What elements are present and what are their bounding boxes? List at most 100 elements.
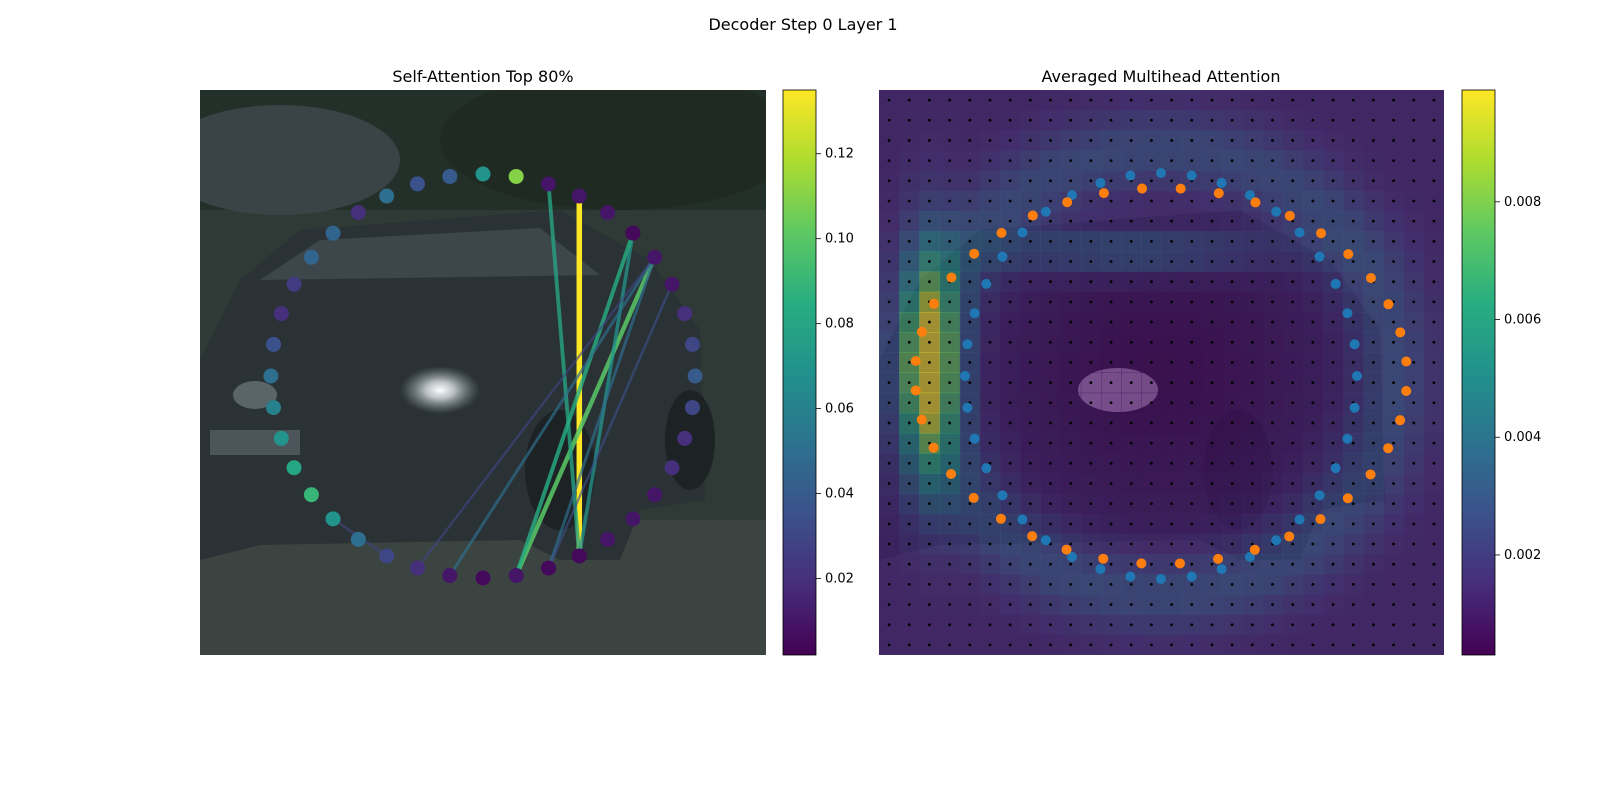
grid-dot — [928, 542, 931, 546]
grid-dot — [1432, 502, 1436, 506]
grid-dot — [1291, 381, 1295, 384]
ring-point — [286, 276, 302, 292]
ring-point — [684, 400, 700, 416]
grid-dot — [1291, 441, 1295, 445]
grid-dot — [1311, 502, 1315, 506]
grid-dot — [1392, 239, 1395, 243]
grid-dot — [1129, 542, 1133, 546]
grid-dot — [1069, 421, 1073, 425]
grid-dot — [1089, 562, 1093, 566]
scatter-point — [1137, 183, 1148, 194]
grid-dot — [1311, 139, 1315, 142]
grid-dot — [1170, 118, 1173, 122]
scatter-point — [1216, 564, 1227, 575]
grid-dot — [1109, 159, 1113, 163]
grid-dot — [1049, 159, 1052, 163]
grid-dot — [1210, 381, 1214, 384]
grid-dot — [1250, 562, 1254, 566]
self-attention-title: Self-Attention Top 80% — [392, 67, 573, 86]
grid-dot — [887, 441, 891, 445]
grid-dot — [1109, 320, 1113, 324]
grid-dot — [1230, 582, 1234, 586]
ring-point — [303, 487, 319, 503]
grid-dot — [1271, 118, 1274, 122]
grid-dot — [1432, 522, 1436, 526]
grid-dot — [1089, 603, 1093, 606]
grid-dot — [1109, 623, 1113, 627]
grid-dot — [1008, 199, 1012, 203]
grid-dot — [907, 219, 911, 223]
grid-dot — [968, 159, 972, 163]
grid-dot — [928, 139, 931, 142]
grid-dot — [1008, 219, 1012, 223]
ring-point — [325, 511, 341, 527]
grid-dot — [948, 361, 952, 364]
grid-dot — [1331, 199, 1335, 203]
grid-dot — [1129, 482, 1133, 485]
grid-dot — [1392, 623, 1395, 627]
grid-dot — [1028, 582, 1032, 586]
grid-dot — [1190, 98, 1194, 102]
grid-dot — [1170, 239, 1173, 243]
grid-dot — [1150, 542, 1153, 546]
grid-dot — [1210, 159, 1214, 163]
grid-dot — [1271, 179, 1274, 183]
grid-dot — [1150, 482, 1153, 485]
grid-dot — [1250, 461, 1254, 465]
grid-dot — [1109, 542, 1113, 546]
grid-dot — [968, 562, 972, 566]
grid-dot — [1250, 502, 1254, 506]
grid-dot — [1129, 361, 1133, 364]
grid-dot — [1230, 643, 1234, 647]
scatter-point — [1271, 206, 1282, 217]
scatter-point — [946, 272, 957, 283]
grid-dot — [1351, 542, 1355, 546]
grid-dot — [1311, 219, 1315, 223]
grid-dot — [1371, 219, 1375, 223]
grid-dot — [988, 401, 992, 405]
grid-dot — [887, 98, 891, 102]
grid-dot — [1311, 381, 1315, 384]
grid-dot — [1069, 179, 1073, 183]
scatter-point — [1186, 170, 1197, 181]
grid-dot — [1291, 340, 1295, 344]
grid-dot — [928, 562, 931, 566]
grid-dot — [1412, 381, 1416, 384]
grid-dot — [928, 340, 931, 344]
grid-dot — [1190, 320, 1194, 324]
grid-dot — [1129, 139, 1133, 142]
grid-dot — [1250, 320, 1254, 324]
grid-dot — [968, 199, 972, 203]
grid-dot — [1069, 219, 1073, 223]
grid-dot — [1291, 461, 1295, 465]
grid-dot — [928, 582, 931, 586]
scatter-point — [910, 355, 921, 366]
grid-dot — [1210, 482, 1214, 485]
colorbar-tick-label: 0.10 — [825, 232, 854, 247]
grid-dot — [968, 502, 972, 506]
grid-dot — [1210, 582, 1214, 586]
grid-dot — [1150, 179, 1153, 183]
grid-dot — [1412, 623, 1416, 627]
ring-point — [475, 570, 491, 586]
grid-dot — [1371, 441, 1375, 445]
scatter-point — [1342, 433, 1353, 444]
grid-dot — [1028, 421, 1032, 425]
scatter-point — [997, 490, 1008, 501]
grid-dot — [1069, 562, 1073, 566]
ring-point — [273, 306, 289, 322]
grid-dot — [1311, 300, 1315, 304]
grid-dot — [1412, 179, 1416, 183]
grid-dot — [988, 179, 992, 183]
grid-dot — [988, 260, 992, 263]
scatter-point — [1284, 531, 1295, 542]
grid-dot — [1129, 401, 1133, 405]
scatter-point — [969, 248, 980, 259]
grid-dot — [948, 219, 952, 223]
grid-dot — [1271, 482, 1274, 485]
grid-dot — [1089, 260, 1093, 263]
grid-dot — [1109, 199, 1113, 203]
grid-dot — [988, 623, 992, 627]
grid-dot — [1331, 219, 1335, 223]
scatter-point — [1125, 571, 1136, 582]
